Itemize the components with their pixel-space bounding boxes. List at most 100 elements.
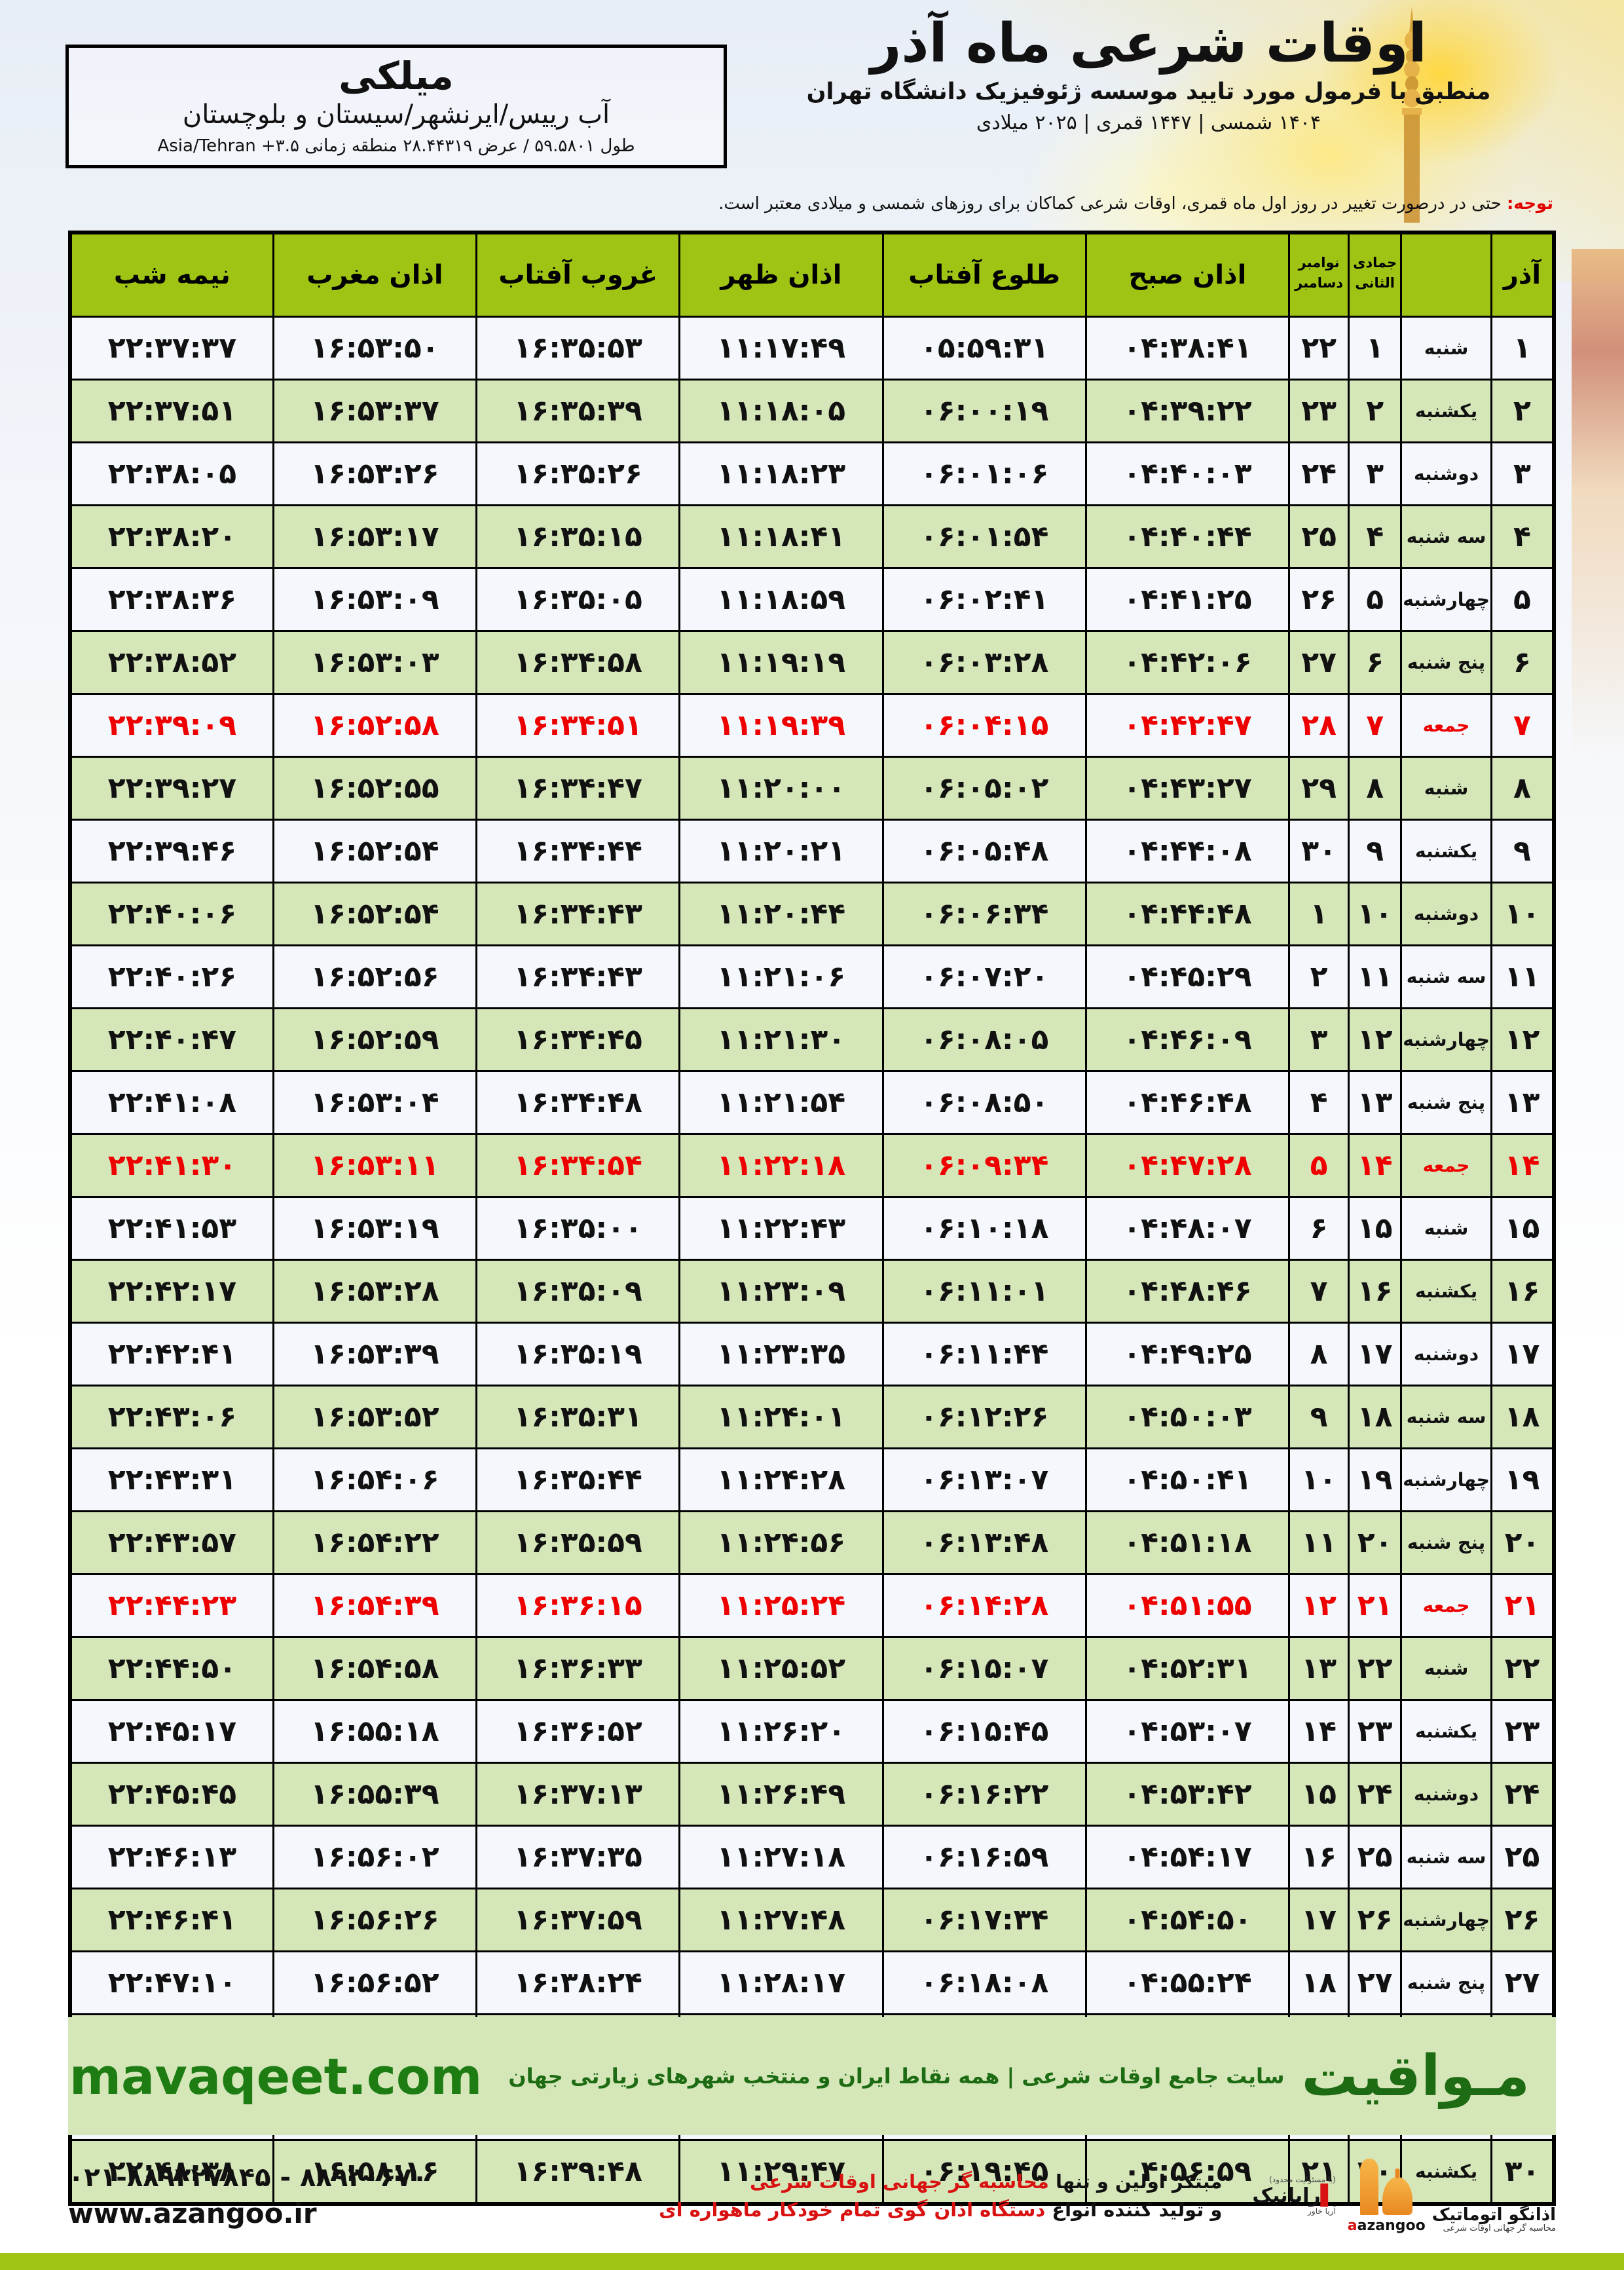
cell-weekday: سه شنبه: [1400, 1825, 1492, 1889]
cell-sunrise: ۰۶:۱۳:۴۸: [881, 1510, 1087, 1575]
cell-sunrise: ۰۶:۱۶:۲۲: [881, 1762, 1087, 1827]
cell-sunrise: ۰۶:۰۸:۰۵: [881, 1007, 1087, 1072]
cell-fajr: ۰۴:۴۳:۲۷: [1084, 756, 1291, 821]
cell-weekday: سه شنبه: [1400, 1385, 1492, 1449]
table-row: ۱۹ چهارشنبه ۱۹ ۱۰ ۰۴:۵۰:۴۱ ۰۶:۱۳:۰۷ ۱۱:۲۴:۲۸ ۱۶…: [69, 1447, 1555, 1512]
cell-sunset: ۱۶:۳۴:۴۷: [475, 756, 681, 821]
cell-maghrib: ۱۶:۵۲:۵۶: [272, 944, 478, 1009]
col-header-qamari: جمادی الثانی: [1348, 231, 1403, 318]
col-header-miladi: نوامبر دسامبر: [1288, 231, 1350, 318]
cell-weekday: شنبه: [1400, 316, 1492, 381]
col-header-sunrise: طلوع آفتاب: [881, 231, 1087, 318]
cell-qamari-day: ۱۵: [1348, 1196, 1403, 1261]
cell-fajr: ۰۴:۴۸:۴۶: [1084, 1259, 1291, 1324]
city-path: آب رییس/ایرنشهر/سیستان و بلوچستان: [182, 99, 610, 130]
cell-sunrise: ۰۶:۰۸:۵۰: [881, 1070, 1087, 1135]
cell-midnight: ۲۲:۳۹:۲۷: [69, 756, 274, 821]
cell-qamari-day: ۸: [1348, 756, 1403, 821]
cell-weekday: یکشنبه: [1400, 819, 1492, 884]
cell-weekday: یکشنبه: [1400, 379, 1492, 443]
note-label: توجه:: [1507, 194, 1553, 214]
cell-sunrise: ۰۶:۱۶:۵۹: [881, 1825, 1087, 1889]
cell-sunset: ۱۶:۳۴:۵۱: [475, 693, 681, 758]
table-header: آذر جمادی الثانی نوامبر دسامبر اذان صبح …: [69, 231, 1555, 318]
cell-shamsi-day: ۶: [1490, 630, 1555, 695]
mosque-minaret-icon: [1360, 2158, 1379, 2215]
cell-sunset: ۱۶:۳۶:۱۵: [475, 1573, 681, 1638]
cell-sunrise: ۰۶:۱۵:۴۵: [881, 1699, 1087, 1764]
cell-midnight: ۲۲:۴۰:۲۶: [69, 944, 274, 1009]
cell-sunset: ۱۶:۳۴:۴۳: [475, 944, 681, 1009]
cell-shamsi-day: ۸: [1490, 756, 1555, 821]
cell-fajr: ۰۴:۳۹:۲۲: [1084, 379, 1291, 443]
table-row: ۵ چهارشنبه ۵ ۲۶ ۰۴:۴۱:۲۵ ۰۶:۰۲:۴۱ ۱۱:۱۸:۵۹ ۱۶:۳…: [69, 567, 1555, 632]
cell-maghrib: ۱۶:۵۳:۱۱: [272, 1133, 478, 1198]
col-header-miladi-label-1: نوامبر: [1298, 254, 1340, 270]
cell-shamsi-day: ۲۵: [1490, 1825, 1555, 1889]
cell-maghrib: ۱۶:۵۳:۰۳: [272, 630, 478, 695]
table-row: ۱۷ دوشنبه ۱۷ ۸ ۰۴:۴۹:۲۵ ۰۶:۱۱:۴۴ ۱۱:۲۳:۳۵ ۱۶:۳۵…: [69, 1322, 1555, 1386]
cell-sunrise: ۰۶:۱۲:۲۶: [881, 1385, 1087, 1449]
cell-fajr: ۰۴:۴۶:۴۸: [1084, 1070, 1291, 1135]
table-row: ۲ یکشنبه ۲ ۲۳ ۰۴:۳۹:۲۲ ۰۶:۰۰:۱۹ ۱۱:۱۸:۰۵ ۱۶:۳۵:…: [69, 379, 1555, 443]
cell-qamari-day: ۱۲: [1348, 1007, 1403, 1072]
cell-maghrib: ۱۶:۵۳:۱۷: [272, 504, 478, 569]
table-row: ۲۱ جمعه ۲۱ ۱۲ ۰۴:۵۱:۵۵ ۰۶:۱۴:۲۸ ۱۱:۲۵:۲۴ ۱۶:۳۶:…: [69, 1573, 1555, 1638]
page-header: اوقات شرعی ماه آذر منطبق با فرمول مورد ت…: [0, 0, 1624, 216]
table-row: ۱۰ دوشنبه ۱۰ ۱ ۰۴:۴۴:۴۸ ۰۶:۰۶:۳۴ ۱۱:۲۰:۴۴ ۱۶:۳۴…: [69, 882, 1555, 946]
cell-weekday: جمعه: [1400, 1573, 1492, 1638]
cell-midnight: ۲۲:۴۷:۱۰: [69, 1950, 274, 2015]
cell-qamari-day: ۲۶: [1348, 1888, 1403, 1952]
cell-maghrib: ۱۶:۵۲:۵۸: [272, 693, 478, 758]
city-info-box: میلکی آب رییس/ایرنشهر/سیستان و بلوچستان …: [65, 45, 727, 168]
cell-weekday: شنبه: [1400, 756, 1492, 821]
cell-shamsi-day: ۱۷: [1490, 1322, 1555, 1386]
cell-weekday: پنج شنبه: [1400, 1510, 1492, 1575]
cell-dhuhr: ۱۱:۲۷:۱۸: [678, 1825, 884, 1889]
cell-miladi-day: ۱۶: [1288, 1825, 1350, 1889]
cell-sunrise: ۰۶:۱۵:۰۷: [881, 1636, 1087, 1701]
cell-midnight: ۲۲:۳۷:۵۱: [69, 379, 274, 443]
cell-weekday: جمعه: [1400, 1133, 1492, 1198]
col-header-sunset: غروب آفتاب: [475, 231, 681, 318]
table-row: ۲۲ شنبه ۲۲ ۱۳ ۰۴:۵۲:۳۱ ۰۶:۱۵:۰۷ ۱۱:۲۵:۵۲ ۱۶:۳۶:…: [69, 1636, 1555, 1701]
cell-miladi-day: ۸: [1288, 1322, 1350, 1386]
cell-miladi-day: ۱۱: [1288, 1510, 1350, 1575]
cell-fajr: ۰۴:۵۴:۱۷: [1084, 1825, 1291, 1889]
cell-sunset: ۱۶:۳۵:۴۴: [475, 1447, 681, 1512]
cell-sunrise: ۰۶:۰۹:۳۴: [881, 1133, 1087, 1198]
cell-fajr: ۰۴:۴۰:۰۳: [1084, 441, 1291, 506]
cell-sunrise: ۰۶:۰۴:۱۵: [881, 693, 1087, 758]
cell-shamsi-day: ۷: [1490, 693, 1555, 758]
col-header-miladi-label-2: دسامبر: [1295, 275, 1344, 291]
slogan-line-1: مبتکر اولین و تنها محاسبه گر جهانی اوقات…: [659, 2168, 1222, 2197]
cell-weekday: پنج شنبه: [1400, 630, 1492, 695]
cell-midnight: ۲۲:۴۴:۲۳: [69, 1573, 274, 1638]
cell-miladi-day: ۱۸: [1288, 1950, 1350, 2015]
cell-qamari-day: ۲۰: [1348, 1510, 1403, 1575]
cell-qamari-day: ۲: [1348, 379, 1403, 443]
cell-miladi-day: ۱: [1288, 882, 1350, 946]
cell-midnight: ۲۲:۳۸:۰۵: [69, 441, 274, 506]
cell-weekday: چهارشنبه: [1400, 1447, 1492, 1512]
cell-shamsi-day: ۱۵: [1490, 1196, 1555, 1261]
prayer-times-table: آذر جمادی الثانی نوامبر دسامبر اذان صبح …: [68, 231, 1556, 2206]
cell-weekday: دوشنبه: [1400, 1322, 1492, 1386]
cell-fajr: ۰۴:۵۱:۱۸: [1084, 1510, 1291, 1575]
cell-sunrise: ۰۶:۰۰:۱۹: [881, 379, 1087, 443]
cell-shamsi-day: ۱: [1490, 316, 1555, 381]
cell-dhuhr: ۱۱:۱۹:۱۹: [678, 630, 884, 695]
cell-qamari-day: ۷: [1348, 693, 1403, 758]
footer-website-url: mavaqeet.com: [69, 2047, 483, 2106]
cell-dhuhr: ۱۱:۱۸:۲۳: [678, 441, 884, 506]
table-row: ۷ جمعه ۷ ۲۸ ۰۴:۴۲:۴۷ ۰۶:۰۴:۱۵ ۱۱:۱۹:۳۹ ۱۶:۳۴:۵۱…: [69, 693, 1555, 758]
cell-miladi-day: ۱۲: [1288, 1573, 1350, 1638]
cell-fajr: ۰۴:۵۶:۵۹: [1084, 2139, 1291, 2205]
table-row: ۲۷ پنج شنبه ۲۷ ۱۸ ۰۴:۵۵:۲۴ ۰۶:۱۸:۰۸ ۱۱:۲۸:۱۷ ۱۶…: [69, 1950, 1555, 2015]
cell-maghrib: ۱۶:۵۲:۵۵: [272, 756, 478, 821]
cell-shamsi-day: ۲۲: [1490, 1636, 1555, 1701]
footer-contact: ۰۲۱-۸۸۹۲۲۷۸۴۵ - ۸۸۹۳۰۶۷۰ www.azangoo.ir: [68, 2160, 428, 2233]
cell-sunrise: ۰۶:۱۷:۳۴: [881, 1888, 1087, 1952]
cell-maghrib: ۱۶:۵۴:۰۶: [272, 1447, 478, 1512]
cell-dhuhr: ۱۱:۱۸:۵۹: [678, 567, 884, 632]
